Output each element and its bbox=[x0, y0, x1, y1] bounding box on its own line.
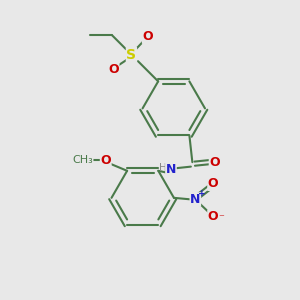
Text: N: N bbox=[190, 193, 200, 206]
Text: ⁻: ⁻ bbox=[218, 213, 224, 223]
Text: O: O bbox=[208, 177, 218, 190]
Text: S: S bbox=[126, 48, 136, 62]
Text: +: + bbox=[198, 189, 206, 198]
Text: O: O bbox=[100, 154, 111, 167]
Text: O: O bbox=[209, 156, 220, 169]
Text: N: N bbox=[166, 163, 176, 176]
Text: CH₃: CH₃ bbox=[72, 155, 93, 165]
Text: O: O bbox=[208, 210, 218, 223]
Text: H: H bbox=[159, 163, 167, 173]
Text: O: O bbox=[108, 63, 119, 76]
Text: O: O bbox=[142, 30, 153, 43]
